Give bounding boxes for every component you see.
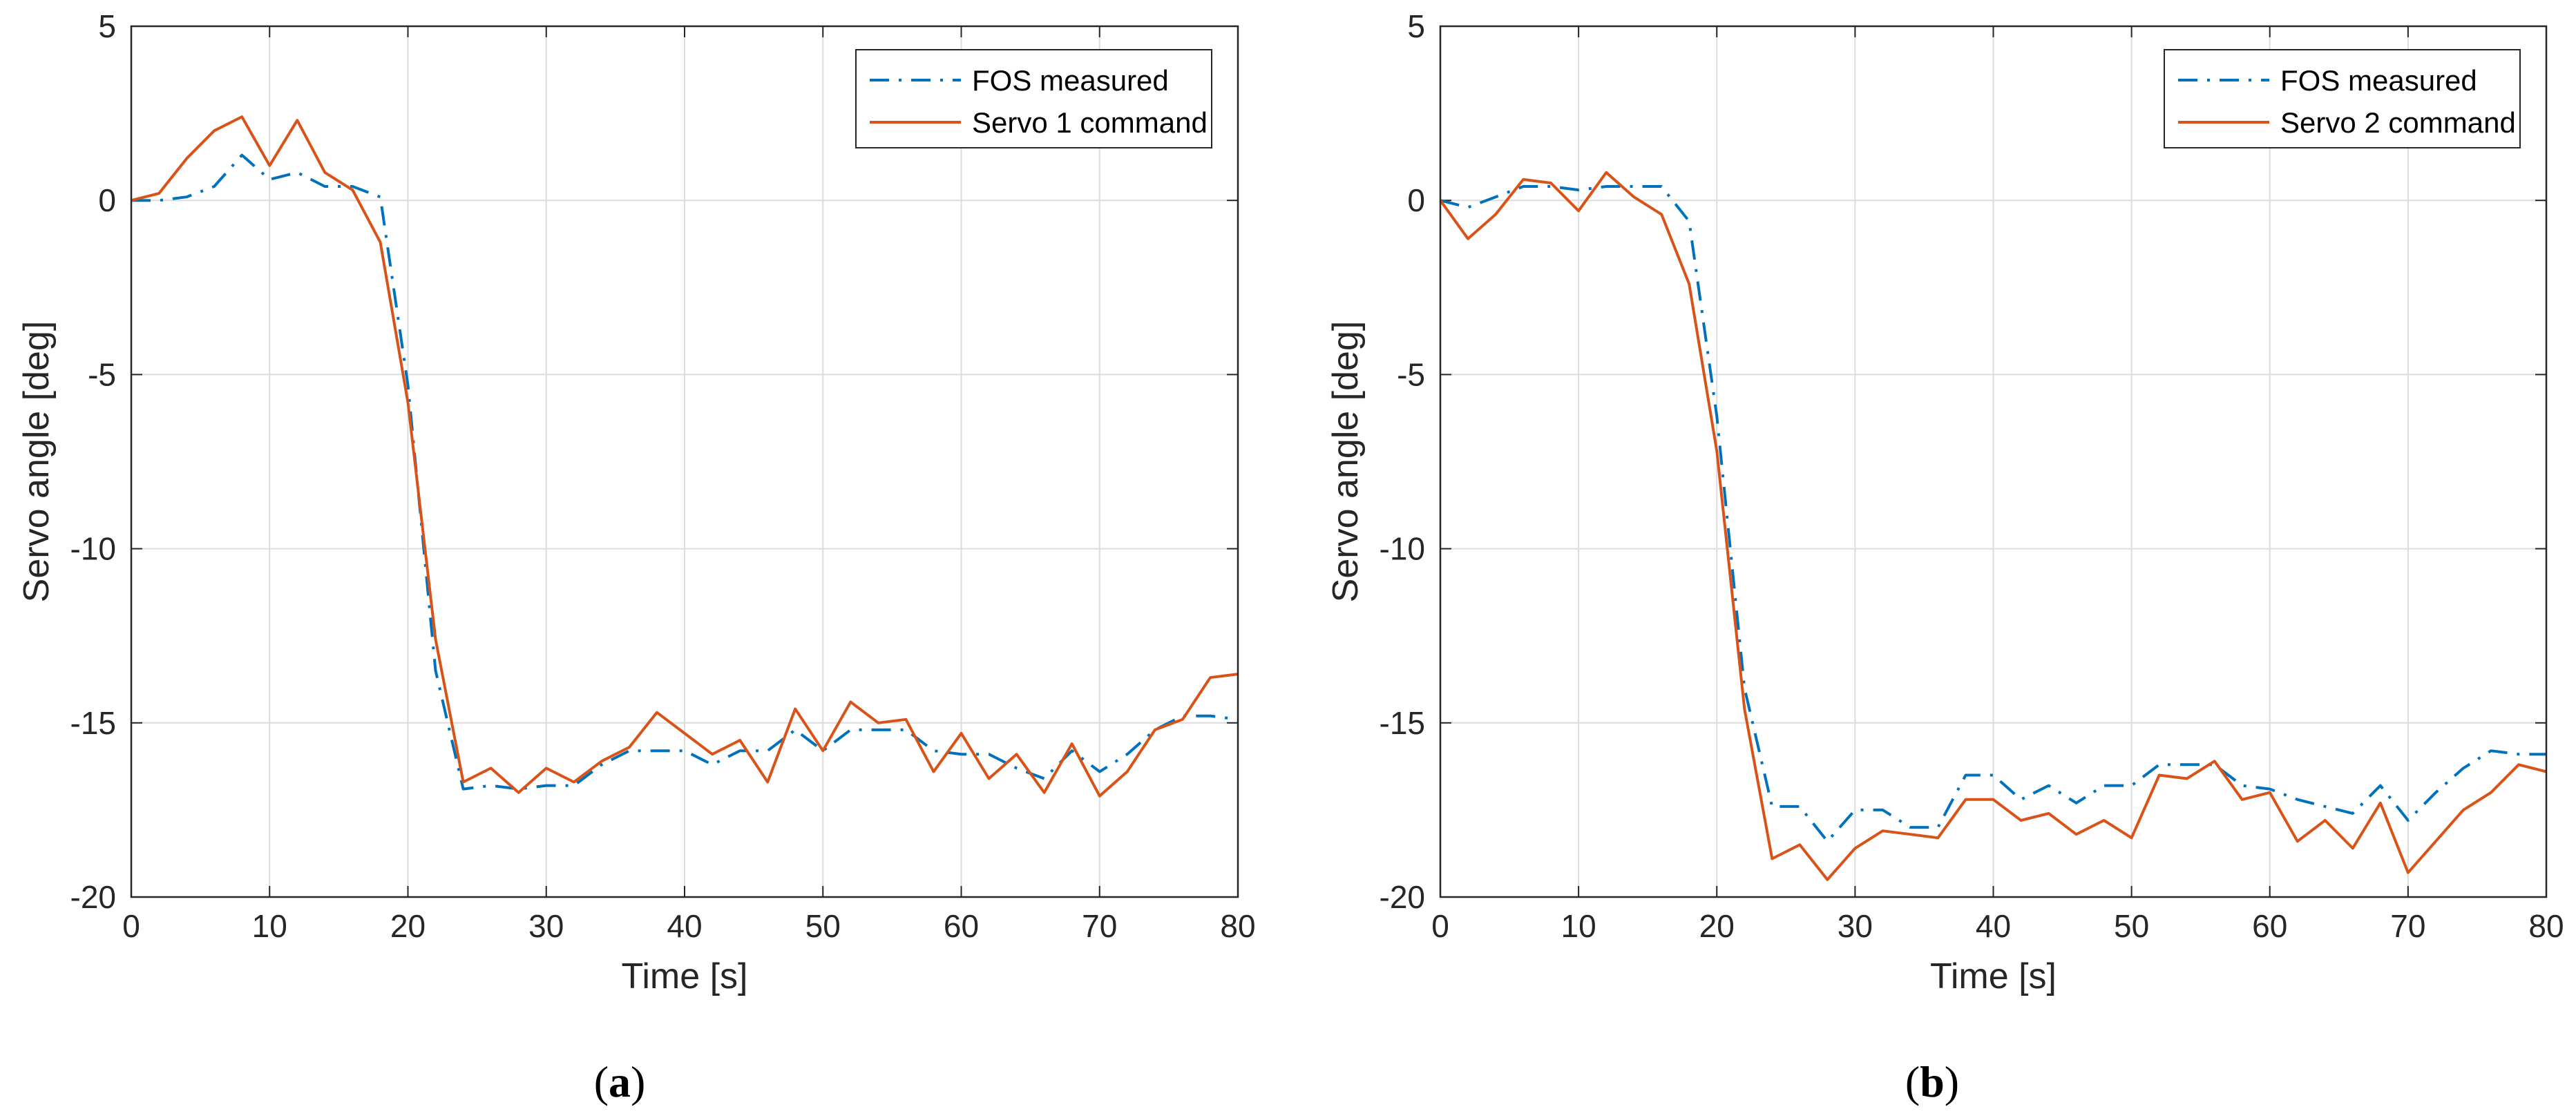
x-tick-label: 80 bbox=[2528, 908, 2564, 944]
y-tick-label: -5 bbox=[1397, 356, 1425, 392]
x-axis-label: Time [s] bbox=[622, 956, 748, 996]
y-tick-label: 0 bbox=[1407, 182, 1425, 218]
legend-label: Servo 1 command bbox=[972, 106, 1208, 139]
y-axis-label: Servo angle [deg] bbox=[17, 321, 57, 603]
x-tick-label: 80 bbox=[1220, 908, 1255, 944]
y-tick-label: -5 bbox=[88, 356, 116, 392]
panel-caption: (b) bbox=[1905, 1057, 1959, 1106]
x-tick-label: 60 bbox=[2252, 908, 2287, 944]
series-line-fos-measured bbox=[131, 153, 1239, 791]
x-tick-label: 10 bbox=[252, 908, 287, 944]
legend-label: FOS measured bbox=[972, 64, 1169, 97]
chart-panel-a: 0 10 20 30 40 50 60 70 80 -20 -15 -10 -5 0 5 Time [s] Se… bbox=[17, 8, 1256, 1106]
y-tick-label: -15 bbox=[1380, 705, 1425, 741]
x-tick-label: 20 bbox=[1699, 908, 1735, 944]
y-tick-label: -10 bbox=[1380, 531, 1425, 567]
y-tick-label: 5 bbox=[1407, 8, 1425, 44]
x-tick-label: 40 bbox=[667, 908, 702, 944]
y-tick-label: -15 bbox=[70, 705, 116, 741]
y-tick-label: -10 bbox=[70, 531, 116, 567]
x-tick-label: 50 bbox=[805, 908, 841, 944]
legend-label: FOS measured bbox=[2280, 64, 2477, 97]
x-tick-label: 40 bbox=[1976, 908, 2011, 944]
panel-caption: (a) bbox=[594, 1057, 646, 1106]
legend-box bbox=[2164, 49, 2521, 148]
legend-box bbox=[855, 49, 1212, 148]
x-tick-label: 30 bbox=[1838, 908, 1873, 944]
x-tick-label: 70 bbox=[1082, 908, 1117, 944]
x-tick-label: 50 bbox=[2114, 908, 2149, 944]
x-axis-label: Time [s] bbox=[1930, 956, 2057, 996]
x-tick-label: 0 bbox=[1431, 908, 1449, 944]
x-tick-label: 0 bbox=[122, 908, 140, 944]
series-line-servo-command bbox=[1439, 171, 2547, 881]
x-tick-label: 20 bbox=[390, 908, 426, 944]
axes-box bbox=[130, 25, 1239, 898]
chart-panel-b: 0 10 20 30 40 50 60 70 80 -20 -15 -10 -5 0 5 Time [s] Se… bbox=[1326, 8, 2564, 1106]
x-tick-label: 60 bbox=[944, 908, 979, 944]
x-tick-label: 70 bbox=[2390, 908, 2425, 944]
legend-label: Servo 2 command bbox=[2280, 106, 2516, 139]
axes-box bbox=[1439, 25, 2548, 898]
y-axis-label: Servo angle [deg] bbox=[1326, 321, 1366, 603]
legend: FOS measured Servo 2 command bbox=[2164, 49, 2521, 148]
series-line-servo-command bbox=[131, 115, 1239, 798]
x-tick-label: 10 bbox=[1561, 908, 1596, 944]
legend: FOS measured Servo 1 command bbox=[855, 49, 1212, 148]
y-tick-label: -20 bbox=[1380, 879, 1425, 915]
y-tick-label: 5 bbox=[98, 8, 116, 44]
y-tick-label: 0 bbox=[98, 182, 116, 218]
series-line-fos-measured bbox=[1440, 185, 2546, 843]
y-tick-label: -20 bbox=[70, 879, 116, 915]
x-tick-label: 30 bbox=[528, 908, 564, 944]
